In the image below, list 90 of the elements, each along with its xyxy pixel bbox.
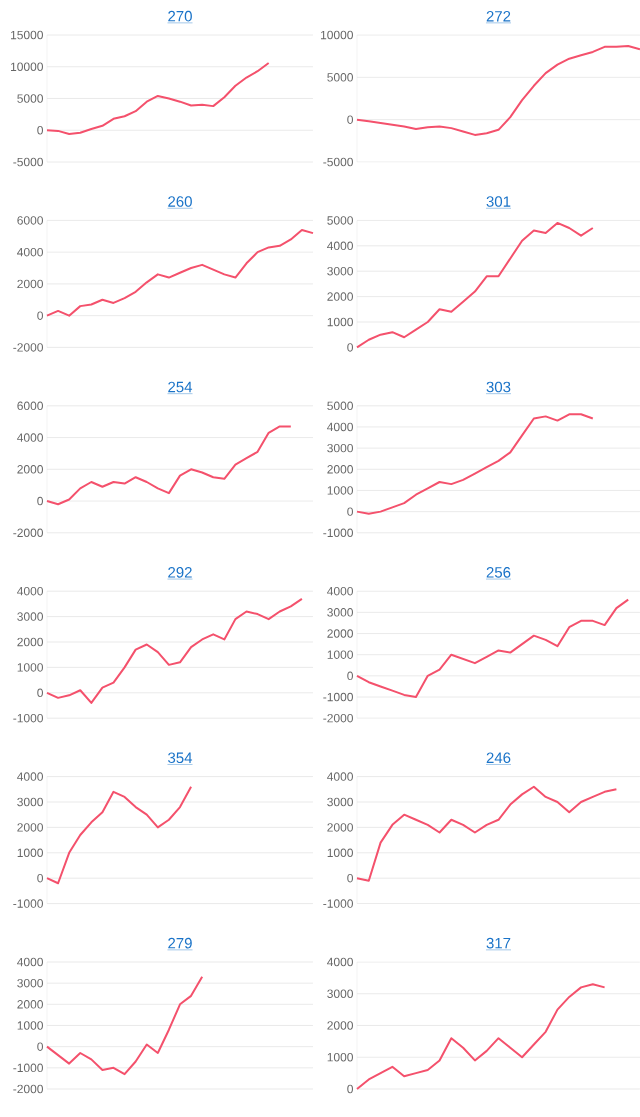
y-tick-label: -2000 bbox=[13, 1084, 43, 1094]
y-tick-label: 2000 bbox=[327, 292, 353, 301]
y-tick-label: 1000 bbox=[327, 1052, 353, 1062]
chart-title: 270 bbox=[168, 10, 192, 22]
line-series bbox=[46, 597, 303, 704]
y-tick-label: 3000 bbox=[327, 989, 353, 998]
y-tick-label: 5000 bbox=[327, 73, 353, 82]
line-series bbox=[46, 61, 270, 136]
y-tick-label: 3000 bbox=[17, 612, 43, 621]
y-tick-label: 0 bbox=[37, 126, 43, 135]
y-tick-label: 1000 bbox=[17, 663, 43, 672]
y-tick-label: 5000 bbox=[17, 94, 43, 103]
y-tick-label: 0 bbox=[37, 688, 43, 698]
chart-title: 254 bbox=[168, 381, 193, 393]
y-tick-label: 2000 bbox=[17, 465, 43, 474]
y-tick-label: 6000 bbox=[17, 401, 43, 411]
y-tick-label: 15000 bbox=[11, 30, 43, 40]
y-tick-label: 2000 bbox=[17, 279, 43, 289]
y-tick-label: 4000 bbox=[327, 772, 353, 781]
y-tick-label: -2000 bbox=[323, 713, 353, 723]
y-tick-label: 4000 bbox=[17, 772, 43, 781]
y-tick-label: 4000 bbox=[17, 957, 43, 967]
y-tick-label: 5000 bbox=[327, 401, 353, 411]
y-tick-label: 4000 bbox=[17, 247, 43, 257]
y-tick-label: 2000 bbox=[327, 629, 353, 638]
y-tick-label: 5000 bbox=[327, 216, 353, 225]
y-tick-label: 2000 bbox=[17, 823, 43, 832]
chart-title: 279 bbox=[168, 937, 192, 949]
y-tick-label: 3000 bbox=[327, 797, 353, 807]
y-tick-label: 6000 bbox=[17, 216, 43, 225]
y-tick-label: 4000 bbox=[327, 957, 353, 967]
y-tick-label: -5000 bbox=[13, 157, 43, 167]
y-tick-label: 3000 bbox=[327, 266, 353, 276]
y-tick-label: 4000 bbox=[17, 586, 43, 596]
line-series bbox=[356, 413, 594, 515]
line-series bbox=[46, 785, 193, 885]
y-tick-label: 1000 bbox=[327, 848, 353, 858]
chart-title: 272 bbox=[486, 10, 511, 22]
y-tick-label: 2000 bbox=[327, 1021, 353, 1030]
y-tick-label: 0 bbox=[347, 873, 353, 883]
y-tick-label: -2000 bbox=[13, 528, 43, 538]
chart-title: 317 bbox=[486, 937, 511, 949]
y-tick-label: 1000 bbox=[327, 317, 353, 327]
line-series bbox=[46, 975, 204, 1076]
y-tick-label: 0 bbox=[37, 496, 43, 506]
y-tick-label: -1000 bbox=[323, 692, 353, 702]
line-series bbox=[46, 228, 314, 317]
y-tick-label: -5000 bbox=[323, 157, 353, 167]
y-tick-label: 4000 bbox=[327, 422, 353, 432]
chart-title: 301 bbox=[486, 196, 511, 207]
y-tick-label: 0 bbox=[37, 873, 43, 883]
y-tick-label: 1000 bbox=[327, 650, 353, 659]
y-tick-label: 0 bbox=[347, 115, 353, 124]
y-tick-label: 0 bbox=[347, 671, 353, 681]
y-tick-label: -1000 bbox=[13, 713, 43, 723]
chart-title: 292 bbox=[168, 567, 192, 578]
y-tick-label: 2000 bbox=[327, 465, 353, 474]
y-tick-label: -1000 bbox=[13, 899, 43, 908]
chart-title: 354 bbox=[168, 752, 193, 764]
y-tick-label: 2000 bbox=[17, 1000, 43, 1009]
chart-title: 246 bbox=[486, 752, 511, 764]
y-tick-label: 3000 bbox=[17, 797, 43, 807]
y-tick-label: 10000 bbox=[321, 30, 353, 40]
y-tick-label: -1000 bbox=[323, 899, 353, 908]
y-tick-label: 0 bbox=[37, 311, 43, 320]
y-tick-label: -2000 bbox=[13, 343, 43, 352]
line-series bbox=[46, 425, 292, 506]
y-tick-label: 4000 bbox=[17, 433, 43, 442]
line-series bbox=[356, 785, 618, 882]
line-series bbox=[356, 983, 606, 1090]
y-tick-label: 3000 bbox=[17, 978, 43, 988]
chart-title: 260 bbox=[168, 196, 192, 207]
y-tick-label: 4000 bbox=[327, 586, 353, 596]
y-tick-label: -1000 bbox=[13, 1063, 43, 1073]
y-tick-label: 2000 bbox=[17, 637, 43, 647]
y-tick-label: 0 bbox=[347, 343, 353, 352]
y-tick-label: 0 bbox=[347, 1084, 353, 1094]
chart-title: 303 bbox=[486, 381, 511, 393]
y-tick-label: -1000 bbox=[323, 528, 353, 538]
chart-title: 256 bbox=[486, 567, 511, 578]
y-tick-label: 1000 bbox=[17, 1021, 43, 1030]
y-tick-label: 0 bbox=[37, 1042, 43, 1051]
y-tick-label: 2000 bbox=[327, 823, 353, 832]
y-tick-label: 1000 bbox=[327, 486, 353, 495]
y-tick-label: 3000 bbox=[327, 443, 353, 453]
y-tick-label: 0 bbox=[347, 507, 353, 516]
y-tick-label: 4000 bbox=[327, 241, 353, 251]
y-tick-label: 3000 bbox=[327, 608, 353, 617]
y-tick-label: 1000 bbox=[17, 848, 43, 858]
y-tick-label: 10000 bbox=[11, 62, 43, 71]
